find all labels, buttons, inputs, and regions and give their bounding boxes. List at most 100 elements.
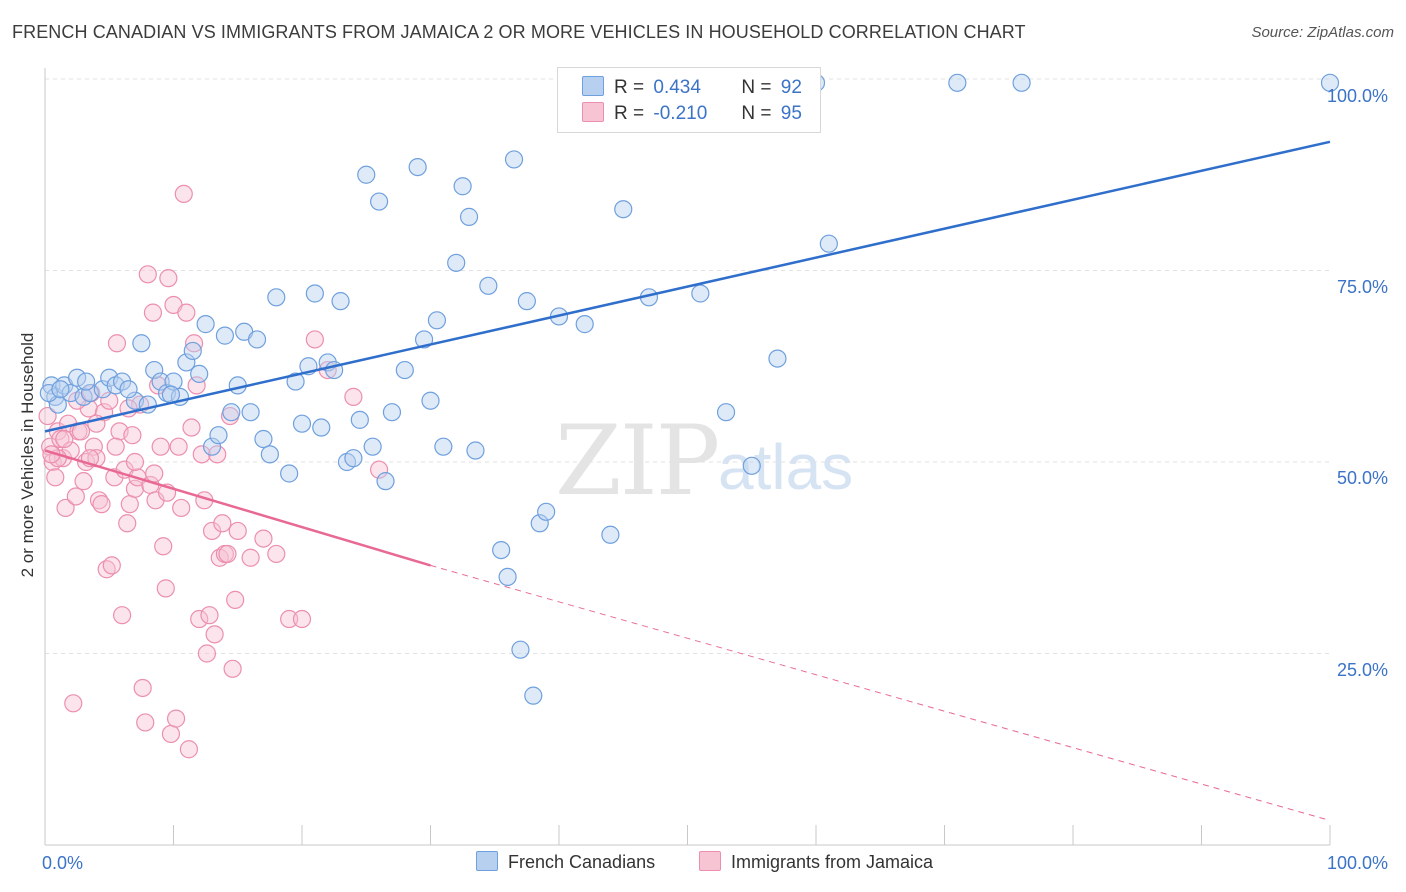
jamaica-point bbox=[159, 269, 178, 288]
french-canadian-point bbox=[190, 364, 209, 384]
french-canadian-point bbox=[459, 207, 479, 226]
blue-swatch bbox=[582, 76, 604, 96]
jamaica-point bbox=[120, 495, 139, 514]
french-canadian-point bbox=[202, 437, 222, 456]
french-canadian-point bbox=[247, 330, 267, 349]
jamaica-point bbox=[200, 606, 219, 625]
jamaica-point bbox=[133, 678, 152, 698]
jamaica-point bbox=[112, 606, 132, 625]
blue-swatch bbox=[476, 851, 498, 871]
jamaica-point bbox=[161, 724, 181, 744]
french-canadian-point bbox=[151, 372, 170, 391]
french-canadian-point bbox=[395, 360, 414, 380]
french-canadian-point bbox=[517, 292, 536, 311]
jamaica-point bbox=[138, 265, 157, 284]
jamaica-point bbox=[55, 429, 74, 449]
french-canadian-point bbox=[183, 341, 202, 361]
y-axis-label: 2 or more Vehicles in Household bbox=[18, 332, 37, 578]
french-canadian-point bbox=[286, 372, 305, 391]
jamaica-point bbox=[187, 376, 206, 395]
french-canadian-point bbox=[280, 464, 299, 483]
french-canadian-point bbox=[434, 437, 453, 456]
french-canadian-point bbox=[267, 288, 286, 307]
french-canadian-trend-line bbox=[44, 140, 1331, 433]
french-canadian-point bbox=[614, 200, 633, 219]
r-value-pink: -0.210 bbox=[653, 103, 708, 124]
french-canadian-point bbox=[498, 567, 517, 587]
french-canadian-point bbox=[254, 429, 273, 449]
jamaica-point bbox=[205, 625, 224, 644]
n-value-blue: 92 bbox=[780, 77, 802, 98]
jamaica-point bbox=[123, 426, 142, 445]
y-tick-100: 100.0% bbox=[1327, 86, 1389, 106]
jamaica-point bbox=[136, 713, 155, 732]
watermark-zip: ZIP bbox=[555, 405, 720, 517]
french-canadian-point bbox=[145, 360, 164, 380]
stats-row-jamaica: R = -0.210 N = 95 bbox=[582, 102, 802, 124]
french-canadian-point bbox=[350, 410, 369, 429]
french-canadian-point bbox=[370, 192, 389, 211]
french-canadian-point bbox=[511, 640, 530, 659]
french-canadian-point bbox=[453, 177, 472, 196]
french-canadian-point bbox=[363, 437, 382, 456]
french-canadian-point bbox=[768, 349, 787, 368]
jamaica-trend-extension bbox=[430, 564, 1331, 821]
jamaica-point bbox=[66, 487, 85, 506]
jamaica-point bbox=[151, 437, 170, 456]
jamaica-point bbox=[125, 479, 145, 498]
french-canadian-point bbox=[601, 525, 620, 544]
french-canadian-point bbox=[241, 403, 260, 422]
jamaica-point bbox=[226, 590, 245, 609]
french-canadian-point bbox=[215, 326, 234, 345]
y-tick-25: 25.0% bbox=[1337, 660, 1389, 680]
y-tick-50: 50.0% bbox=[1337, 468, 1389, 488]
french-canadian-point bbox=[447, 253, 466, 272]
french-canadian-point bbox=[504, 150, 524, 169]
jamaica-point bbox=[51, 429, 70, 449]
jamaica-point bbox=[74, 472, 93, 491]
french-canadian-point bbox=[132, 334, 151, 353]
french-canadian-point bbox=[479, 276, 498, 295]
jamaica-point bbox=[177, 303, 196, 322]
jamaica-point bbox=[254, 529, 273, 548]
jamaica-point bbox=[267, 544, 286, 564]
jamaica-point bbox=[100, 391, 119, 410]
jamaica-point bbox=[292, 609, 312, 629]
french-canadian-point bbox=[312, 418, 331, 437]
jamaica-point bbox=[344, 387, 363, 406]
jamaica-point bbox=[56, 498, 75, 518]
jamaica-point bbox=[370, 460, 389, 479]
jamaica-point bbox=[166, 709, 186, 728]
jamaica-point bbox=[107, 334, 127, 353]
french-canadian-point bbox=[376, 472, 395, 491]
legend-item-french-canadians[interactable]: French Canadians bbox=[476, 851, 655, 873]
french-canadian-point bbox=[1012, 73, 1031, 92]
french-canadian-point bbox=[691, 284, 710, 303]
french-canadian-point bbox=[524, 686, 543, 705]
french-canadian-point bbox=[68, 368, 87, 387]
french-canadian-point bbox=[427, 311, 447, 330]
jamaica-point bbox=[223, 659, 242, 678]
french-canadian-point bbox=[209, 426, 228, 445]
jamaica-point bbox=[197, 644, 217, 663]
french-canadian-point bbox=[819, 234, 838, 253]
jamaica-point bbox=[182, 418, 201, 437]
legend-item-jamaica[interactable]: Immigrants from Jamaica bbox=[699, 851, 933, 873]
jamaica-point bbox=[64, 694, 83, 713]
jamaica-point bbox=[84, 437, 103, 456]
stats-legend: R = 0.434 N = 92 R = -0.210 N = 95 bbox=[557, 67, 821, 133]
jamaica-point bbox=[143, 303, 163, 322]
french-canadian-point bbox=[331, 292, 350, 311]
watermark-atlas: atlas bbox=[718, 431, 854, 503]
n-value-pink: 95 bbox=[780, 103, 802, 124]
jamaica-point bbox=[92, 495, 111, 514]
y-tick-75: 75.0% bbox=[1337, 277, 1389, 297]
pink-swatch bbox=[582, 102, 604, 122]
jamaica-point bbox=[202, 521, 222, 541]
french-canadian-point bbox=[492, 540, 511, 560]
source-credit: Source: ZipAtlas.com bbox=[1251, 24, 1394, 41]
jamaica-point bbox=[46, 468, 65, 487]
french-canadian-point bbox=[414, 330, 434, 349]
jamaica-point bbox=[213, 514, 232, 533]
